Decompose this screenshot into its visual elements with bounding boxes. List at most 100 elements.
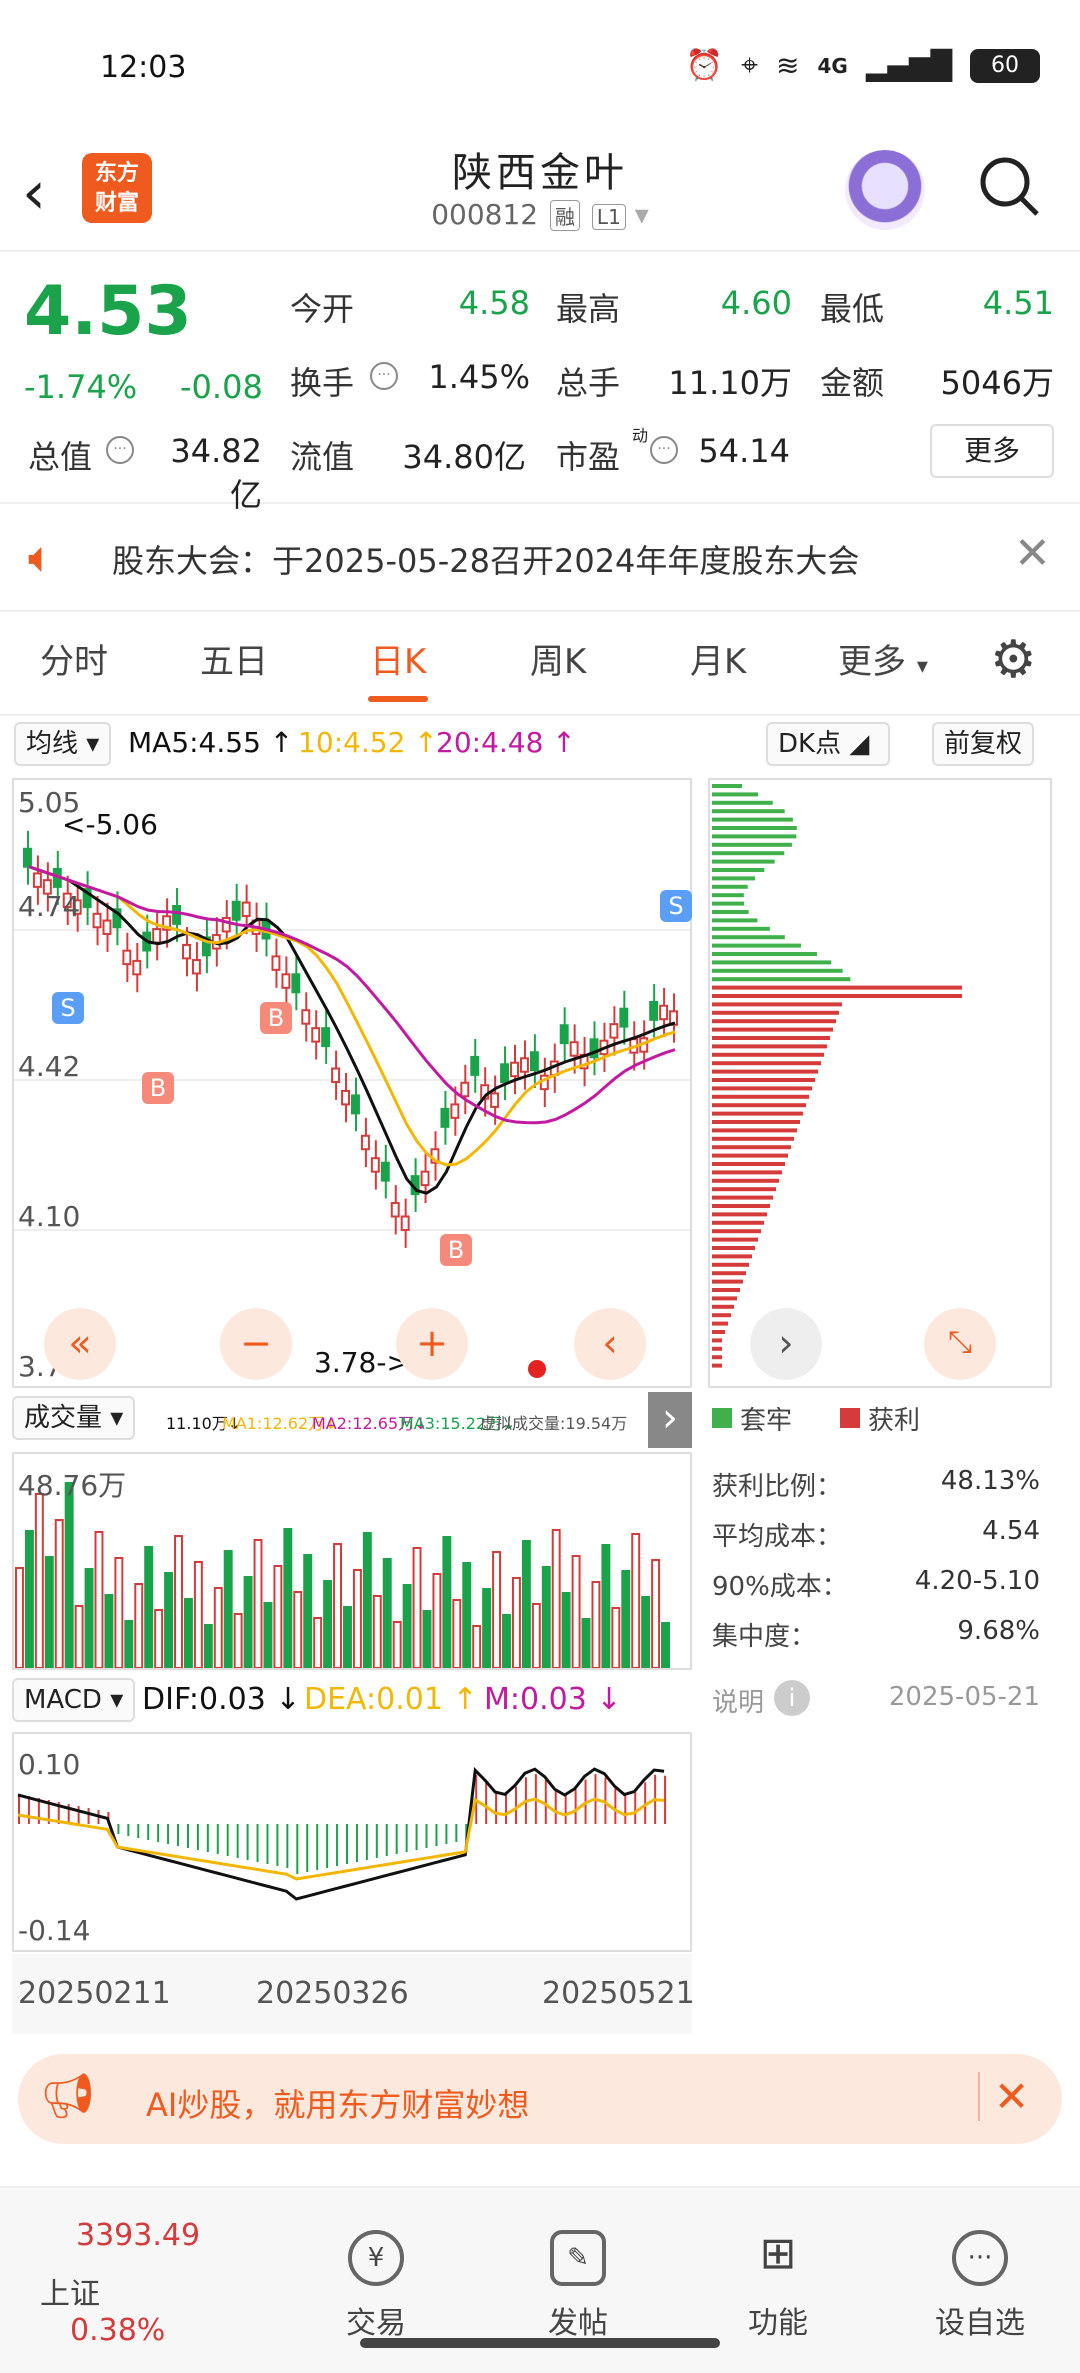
rewind-button[interactable]: « [44,1308,116,1380]
tab-more[interactable]: 更多 ▾ [838,634,928,683]
volume-bar [144,1546,154,1669]
volume-bar [94,1531,104,1669]
macd-bar [495,1791,498,1824]
volume-bar [223,1550,233,1669]
expand-panel-button[interactable]: › [648,1392,692,1448]
back-icon[interactable]: ‹ [22,158,46,228]
macd-bar [644,1782,647,1824]
ai-robot-avatar[interactable] [845,150,925,230]
desc-label[interactable]: 说明 [712,1688,765,1718]
tab-five-day[interactable]: 五日 [200,642,268,682]
alarm-icon: ⏰ [685,48,724,83]
ma-selector[interactable]: 均线 ▾ [14,722,112,766]
chip-bar [712,1330,725,1334]
chip-bar [712,1187,776,1192]
candle [659,1004,669,1021]
close-icon[interactable]: ✕ [1014,528,1051,579]
macd-bar [336,1824,339,1866]
macd-dea: DEA:0.01 ↑ [304,1682,478,1717]
volume-bar [581,1618,591,1669]
zoom-in-button[interactable]: + [396,1308,468,1380]
chip-bar [712,1246,755,1250]
info-icon[interactable]: ··· [370,362,398,390]
y-label-3: 4.42 [18,1050,81,1083]
macd-selector[interactable]: MACD ▾ [12,1678,136,1722]
volume-bar [34,1493,44,1669]
prev-button[interactable]: ‹ [574,1308,646,1380]
chip-bar [712,1078,815,1082]
volume-bar [432,1573,442,1669]
close-icon[interactable]: ✕ [978,2072,1029,2121]
candle [589,1038,599,1059]
nav-post[interactable]: ✎ 发帖 [498,2230,658,2342]
tab-daily-k[interactable]: 日K [370,642,427,682]
logo-line2: 财富 [94,191,139,216]
chip-bar [712,1271,746,1276]
next-button[interactable]: › [750,1308,822,1380]
candle [231,900,241,921]
search-icon[interactable] [975,152,1045,222]
volume-bar [641,1596,651,1669]
candle [301,1009,311,1025]
volume-chart[interactable]: 48.76万 [12,1452,692,1670]
chip-bar [712,1120,800,1124]
more-quote-button[interactable]: 更多 [930,424,1054,478]
candle [500,1063,510,1084]
volume-selector[interactable]: 成交量 ▾ [12,1396,136,1440]
chip-info-panel: 套牢 获利 获利比例： 48.13% 平均成本： 4.54 90%成本： 4.2… [708,1392,1058,1732]
macd-bar [67,1804,70,1824]
macd-top-label: 0.10 [18,1748,81,1781]
more-dots-icon: ··· [952,2230,1008,2286]
info-icon[interactable]: ··· [106,436,134,464]
volume-bar [313,1617,323,1669]
volume-bar [422,1610,432,1669]
macd-chart[interactable]: 0.10 -0.14 [12,1732,692,1952]
location-icon: ⌖ [741,48,759,83]
zoom-out-button[interactable]: − [220,1308,292,1380]
macd-bar [316,1824,319,1870]
volume-bar [551,1529,561,1669]
volume-bar [213,1587,223,1669]
dif-line [17,1766,665,1901]
volume-bar [392,1621,402,1669]
nav-function[interactable]: ⊞ 功能 [698,2230,858,2342]
chip-bar [712,800,773,805]
dropdown-icon[interactable]: ▾ [634,198,649,231]
chip-bar [712,1313,731,1318]
signal-s-right: S [660,890,692,922]
stock-header: ‹ 东方 财富 陕西金叶 000812 融 L1 ▾ [0,140,1080,252]
volume-bar [621,1570,631,1669]
volume-bar [273,1565,283,1669]
candle [609,1023,619,1039]
tab-weekly-k[interactable]: 周K [530,642,587,682]
high-note: <-5.06 [62,808,158,841]
macd-bar [157,1824,160,1842]
volume-bar [412,1547,422,1669]
volume-bar [541,1566,551,1669]
nav-watchlist[interactable]: ··· 设自选 [900,2230,1060,2342]
macd-bar [47,1800,50,1824]
notice-bar[interactable]: 🔈︎ 股东大会：于2025-05-28召开2024年年度股东大会 ✕ [0,506,1080,612]
info-icon[interactable]: ··· [650,436,678,464]
adjust-button[interactable]: 前复权 [932,722,1035,766]
kline-chart[interactable]: 5.05 4.74 4.42 4.10 3.78 <-5.06 3.78-> S… [12,778,692,1388]
dk-button[interactable]: DK点 ◢ [766,722,890,766]
notice-text: 股东大会：于2025-05-28召开2024年年度股东大会 [112,542,860,580]
tab-intraday[interactable]: 分时 [40,642,108,682]
volume-bar [323,1580,333,1669]
info-icon[interactable]: i [774,1680,810,1716]
gear-icon[interactable]: ⚙ [990,630,1037,690]
volume-bar [203,1624,213,1669]
ai-banner[interactable]: 📢︎ AI炒股，就用东方财富妙想 ✕ [18,2054,1062,2144]
tab-monthly-k[interactable]: 月K [690,642,747,682]
nav-trade[interactable]: ¥ 交易 [296,2230,456,2342]
macd-bar [385,1824,388,1856]
index-quote[interactable]: 3393.49 上证 0.38% [40,2218,220,2348]
expand-icon[interactable]: ⤡ [924,1308,996,1380]
macd-bar [196,1824,199,1850]
candle [351,1094,360,1115]
home-indicator[interactable] [360,2338,720,2348]
macd-bar [37,1798,40,1824]
chip-distribution-chart[interactable]: › ⤡ [708,778,1052,1388]
ma-row: 均线 ▾ MA5:4.55 ↑ 10:4.52 ↑ 20:4.48 ↑ DK点 … [0,718,1080,770]
